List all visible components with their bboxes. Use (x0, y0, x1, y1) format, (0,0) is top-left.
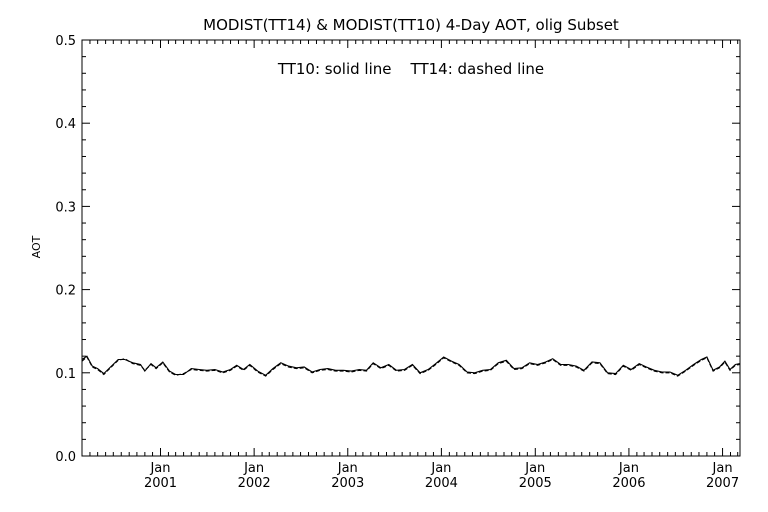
x-tick-month-label: Jan (524, 461, 545, 476)
y-axis-label: AOT (30, 235, 43, 258)
plot-frame (81, 39, 741, 457)
x-tick-month-label: Jan (430, 461, 451, 476)
x-tick-month-label: Jan (337, 461, 358, 476)
series-line-tt10 (81, 355, 741, 376)
y-axis: 0.0 0.1 0.2 0.3 0.4 0.5 (55, 34, 740, 465)
data-series (81, 355, 741, 377)
x-tick-year-label: 2005 (519, 476, 552, 491)
x-tick-year-label: 2007 (706, 476, 739, 491)
chart-title: MODIST(TT14) & MODIST(TT10) 4-Day AOT, o… (203, 16, 619, 34)
x-tick-year-label: 2003 (331, 476, 364, 491)
x-tick-year-label: 2002 (238, 476, 271, 491)
x-tick-month-label: Jan (712, 461, 733, 476)
series-line-tt14 (81, 356, 741, 377)
y-tick-label: 0.3 (55, 200, 76, 215)
x-tick-year-label: 2004 (425, 476, 458, 491)
y-tick-label: 0.2 (55, 284, 76, 299)
x-tick-year-label: 2006 (612, 476, 645, 491)
x-tick-month-label: Jan (149, 461, 170, 476)
x-tick-month-label: Jan (618, 461, 639, 476)
y-tick-label: 0.0 (55, 450, 76, 465)
line-style-annotation: TT10: solid line TT14: dashed line (277, 60, 544, 78)
x-tick-month-label: Jan (243, 461, 264, 476)
y-tick-label: 0.5 (55, 34, 76, 49)
x-axis: Jan2001Jan2002Jan2003Jan2004Jan2005Jan20… (81, 40, 739, 491)
y-tick-label: 0.4 (55, 117, 76, 132)
y-tick-label: 0.1 (55, 367, 76, 382)
x-tick-year-label: 2001 (144, 476, 177, 491)
